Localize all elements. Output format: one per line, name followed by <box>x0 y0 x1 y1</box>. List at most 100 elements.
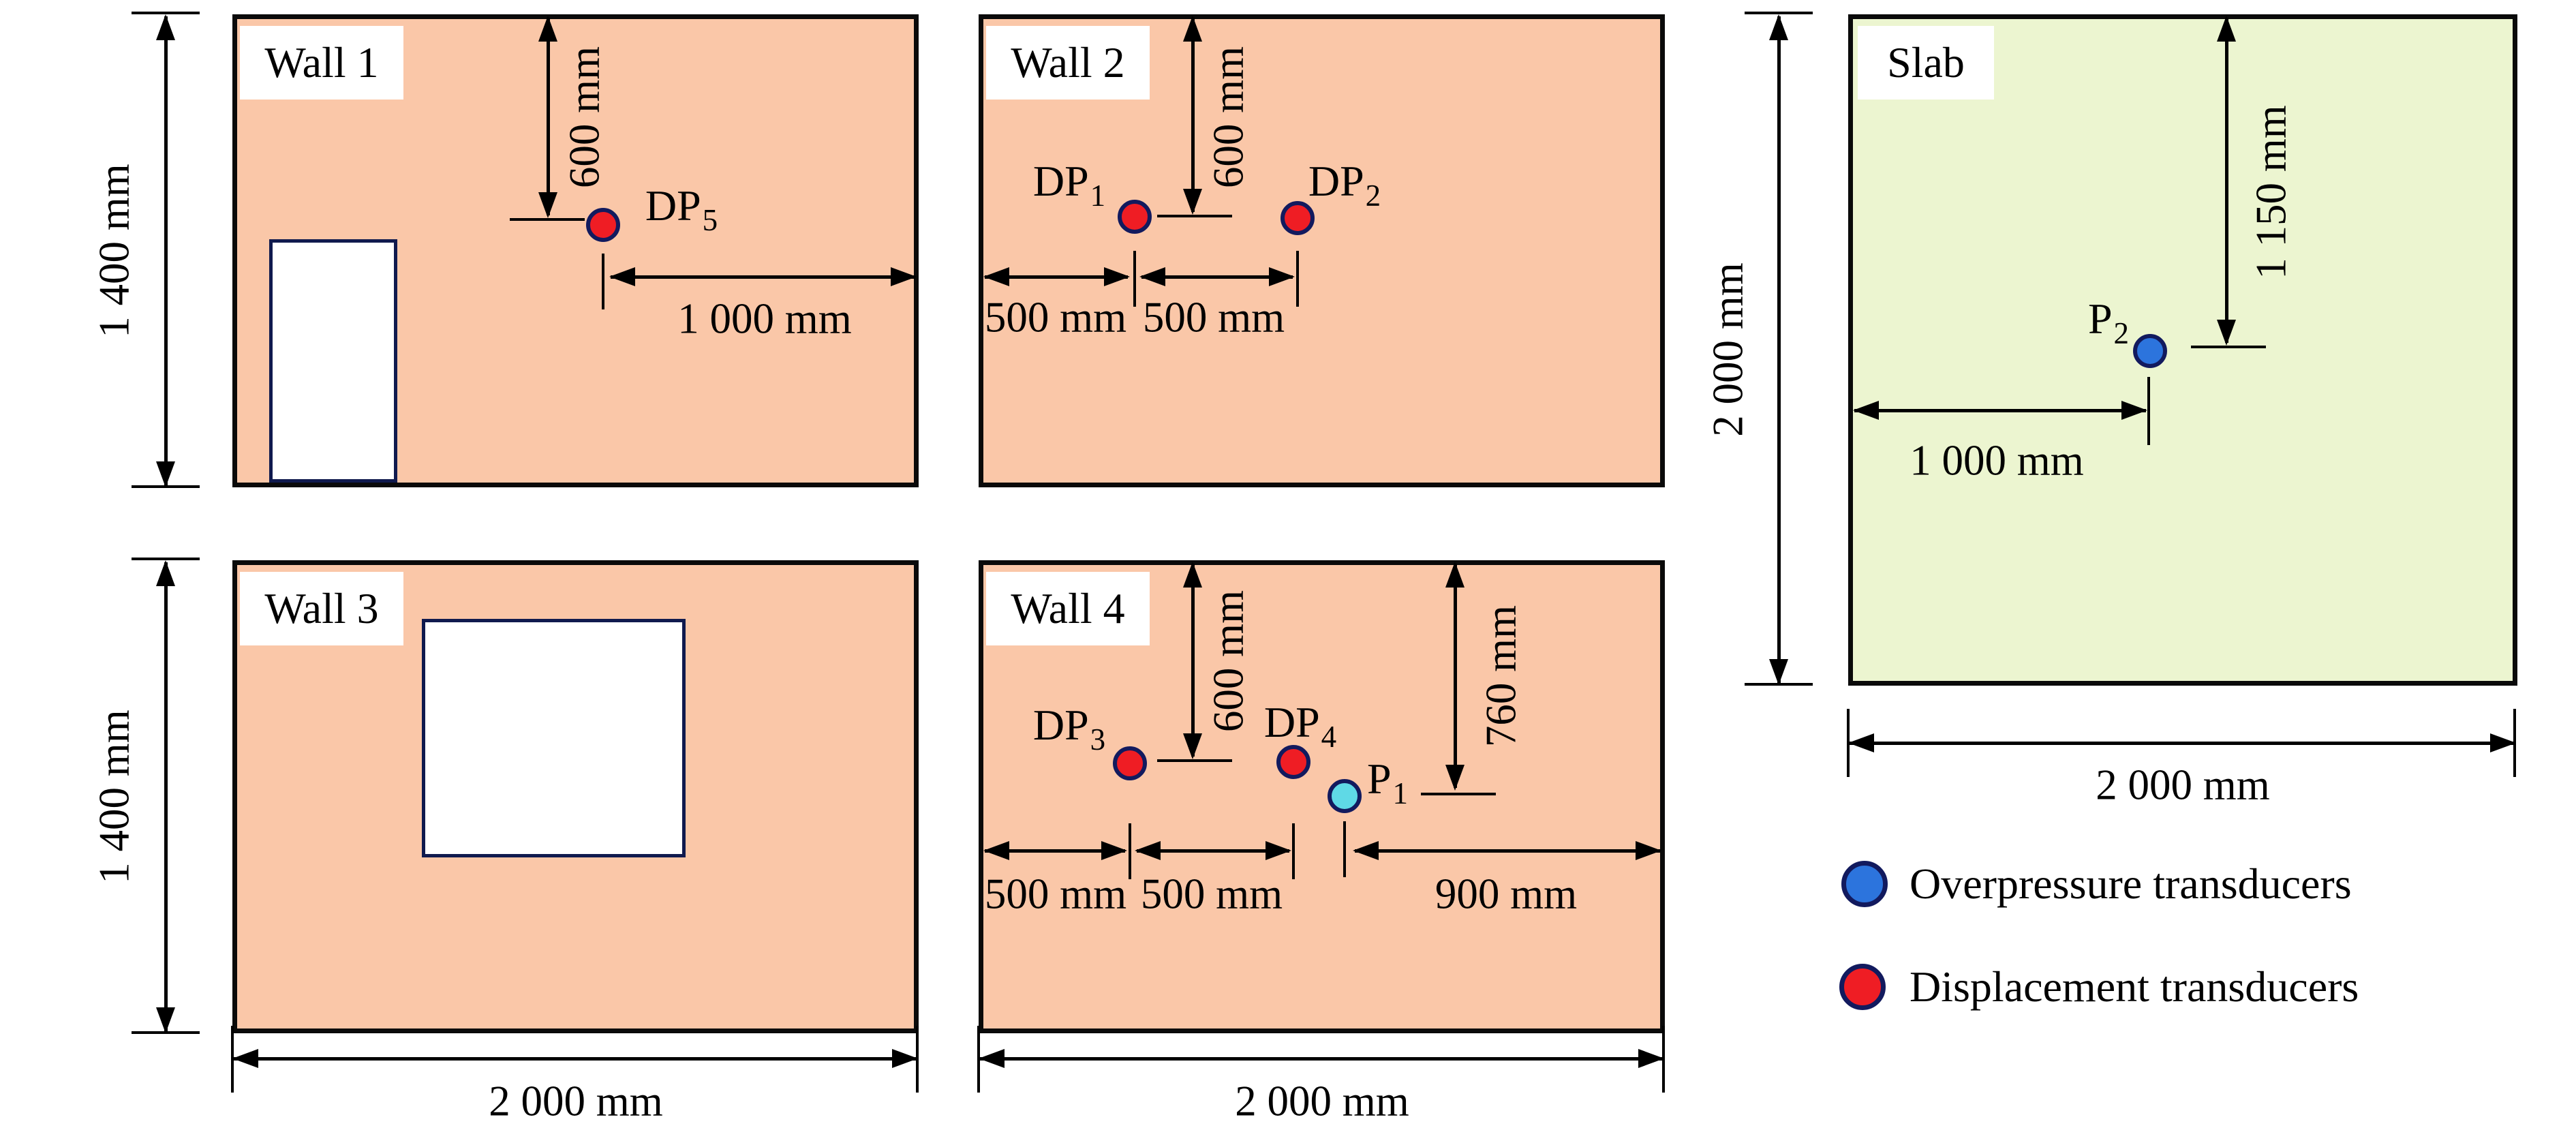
arrowhead-up-icon <box>156 14 175 40</box>
line <box>611 275 915 279</box>
label-subscript: 2 <box>1365 179 1381 213</box>
wall1-dim-1000-label: 1 000 mm <box>677 294 852 343</box>
arrowhead-down-icon <box>1183 189 1202 215</box>
arrowhead-down-icon <box>2217 320 2236 346</box>
wall1-title-text: Wall 1 <box>264 38 379 87</box>
wall4-dim-500a-label: 500 mm <box>984 870 1127 918</box>
line <box>1355 849 1660 853</box>
wall4-p1-tick <box>1343 821 1346 877</box>
arrowhead-left-icon <box>983 267 1009 286</box>
label-base: DP <box>1263 698 1320 746</box>
label-subscript: 4 <box>1321 720 1337 754</box>
transducer-dp2-label: DP2 <box>1308 156 1381 213</box>
line <box>1777 16 1781 683</box>
wall4-dp4-tick <box>1292 823 1295 879</box>
legend-overpressure-label: Overpressure transducers <box>1910 859 2352 908</box>
tick <box>1157 759 1232 762</box>
line <box>164 16 168 485</box>
wall4-dim-500b-label: 500 mm <box>1140 870 1283 918</box>
line <box>1141 275 1293 279</box>
arrowhead-left-icon <box>232 1049 258 1068</box>
wall4-dim-760-label: 760 mm <box>1477 605 1525 748</box>
label-base: P <box>2087 294 2113 343</box>
wall3-dim-height-label: 1 400 mm <box>90 710 138 884</box>
label-subscript: 1 <box>1090 179 1106 213</box>
line <box>1454 564 1457 788</box>
tick <box>916 1026 919 1093</box>
wall1-door-opening <box>269 239 397 483</box>
tick <box>132 1031 200 1034</box>
arrowhead-left-icon <box>979 1049 1005 1068</box>
tick <box>1157 215 1232 217</box>
wall4-dim-600-label: 600 mm <box>1204 590 1253 733</box>
slab-title: Slab <box>1858 26 1994 100</box>
transducer-dp5-label: DP5 <box>645 181 718 237</box>
transducer-p1 <box>1328 779 1362 813</box>
wall4-dim-900-label: 900 mm <box>1435 870 1578 918</box>
wall4-dim-width-label: 2 000 mm <box>1235 1077 1409 1125</box>
transducer-dp1-label: DP1 <box>1032 156 1105 213</box>
tick <box>1421 793 1496 795</box>
arrowhead-up-icon <box>1769 14 1788 40</box>
arrowhead-right-icon <box>2121 401 2147 420</box>
wall4-title: Wall 4 <box>986 572 1150 645</box>
transducer-dp4-label: DP4 <box>1263 697 1336 754</box>
label-base: DP <box>1032 157 1089 205</box>
arrowhead-left-icon <box>1853 401 1879 420</box>
label-base: DP <box>1032 701 1089 749</box>
tick <box>132 558 200 560</box>
arrowhead-up-icon <box>1445 562 1465 588</box>
line <box>1854 409 2146 412</box>
line <box>1191 18 1195 212</box>
arrowhead-right-icon <box>1104 267 1130 286</box>
tick <box>1745 12 1813 14</box>
tick <box>977 1026 980 1093</box>
transducer-dp2 <box>1281 201 1315 235</box>
arrowhead-left-icon <box>983 841 1009 860</box>
tick <box>1745 683 1813 686</box>
slab-title-text: Slab <box>1887 38 1965 87</box>
tick <box>1662 1026 1665 1093</box>
arrowhead-left-icon <box>1848 733 1874 752</box>
slab-dim-1150-label: 1 150 mm <box>2247 105 2295 279</box>
wall2-dim-500b-label: 500 mm <box>1142 293 1285 341</box>
wall4-title-text: Wall 4 <box>1011 584 1125 632</box>
arrowhead-up-icon <box>1183 16 1202 42</box>
label-subscript: 1 <box>1392 776 1409 810</box>
arrowhead-up-icon <box>2217 16 2236 42</box>
wall1-dim-600-label: 600 mm <box>560 46 609 189</box>
wall1-dim-height-label: 1 400 mm <box>90 164 138 338</box>
arrowhead-up-icon <box>538 16 557 42</box>
tick <box>602 254 604 309</box>
transducer-dp5 <box>586 208 620 242</box>
slab-dim-height-label: 2 000 mm <box>1704 262 1752 437</box>
label-base: DP <box>1308 157 1364 205</box>
displacement-transducer-icon <box>1839 964 1886 1010</box>
slab-panel <box>1848 14 2517 686</box>
wall2-title: Wall 2 <box>986 26 1150 100</box>
arrowhead-down-icon <box>1445 765 1465 791</box>
wall4-dp3-tick <box>1129 823 1131 879</box>
line <box>2225 18 2228 343</box>
line <box>547 18 550 215</box>
arrowhead-right-icon <box>892 1049 918 1068</box>
wall2-title-text: Wall 2 <box>1011 38 1125 87</box>
wall2-dim-600-label: 600 mm <box>1204 46 1253 189</box>
label-subscript: 5 <box>702 203 718 237</box>
arrowhead-left-icon <box>609 267 635 286</box>
legend-displacement-label: Displacement transducers <box>1910 962 2359 1011</box>
label-subscript: 2 <box>2113 316 2130 350</box>
line <box>164 562 168 1031</box>
arrowhead-down-icon <box>1183 733 1202 759</box>
arrowhead-up-icon <box>1183 562 1202 588</box>
tick <box>132 485 200 488</box>
arrowhead-right-icon <box>1638 1049 1664 1068</box>
arrowhead-right-icon <box>2490 733 2516 752</box>
tick <box>132 12 200 14</box>
transducer-dp1 <box>1118 200 1152 234</box>
wall3-title-text: Wall 3 <box>264 584 379 632</box>
transducer-dp3-label: DP3 <box>1032 700 1105 757</box>
line <box>1137 849 1289 853</box>
transducer-dp4 <box>1276 745 1310 779</box>
